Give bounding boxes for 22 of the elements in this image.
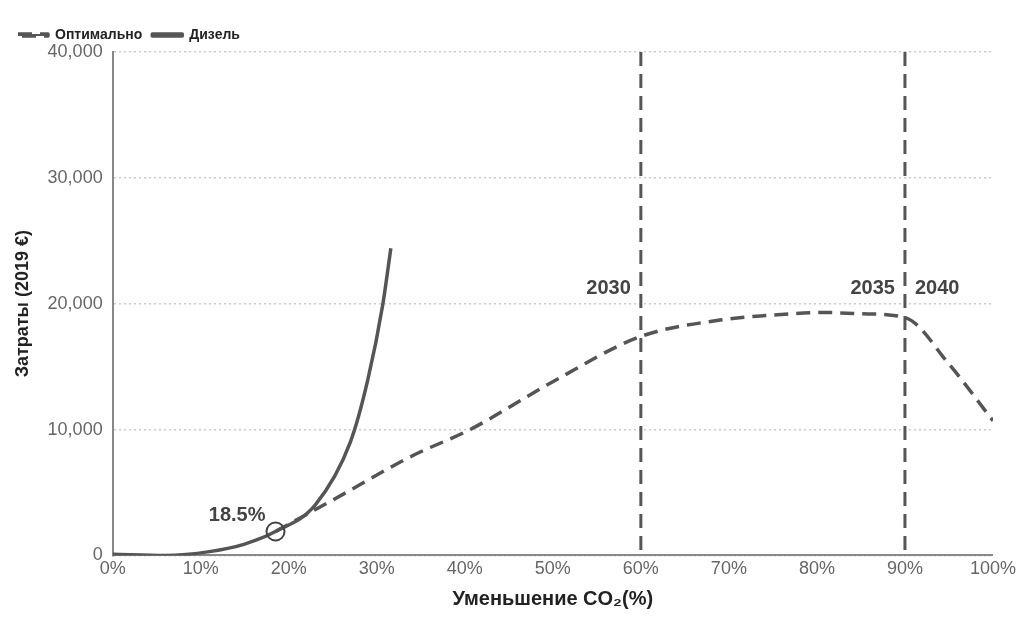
legend-label: Дизель <box>189 25 241 42</box>
y-axis-title: Затраты (2019 €) <box>11 230 32 378</box>
legend-label: Оптимально <box>55 25 143 42</box>
x-tick-label: 20% <box>270 558 307 579</box>
x-tick-label: 60% <box>622 558 659 579</box>
x-tick-label: 10% <box>182 558 219 579</box>
x-tick-label: 80% <box>798 558 835 579</box>
y-tick-label: 40,000 <box>47 40 103 61</box>
x-tick-label: 50% <box>534 558 571 579</box>
x-axis-title: Уменьшение CO₂(%) <box>452 586 654 609</box>
annotation: 2040 <box>914 276 960 299</box>
y-tick-label: 20,000 <box>47 292 103 313</box>
annotation: 2030 <box>586 276 631 299</box>
x-tick-label: 90% <box>886 558 923 579</box>
x-tick-label: 100% <box>969 558 1016 579</box>
x-tick-label: 30% <box>358 558 395 579</box>
y-tick-label: 30,000 <box>47 166 103 187</box>
x-tick-label: 40% <box>446 558 483 579</box>
annotation: 18.5% <box>208 503 266 525</box>
x-tick-label: 70% <box>710 558 747 579</box>
y-tick-label: 10,000 <box>47 418 103 439</box>
annotation: 2035 <box>850 276 895 299</box>
